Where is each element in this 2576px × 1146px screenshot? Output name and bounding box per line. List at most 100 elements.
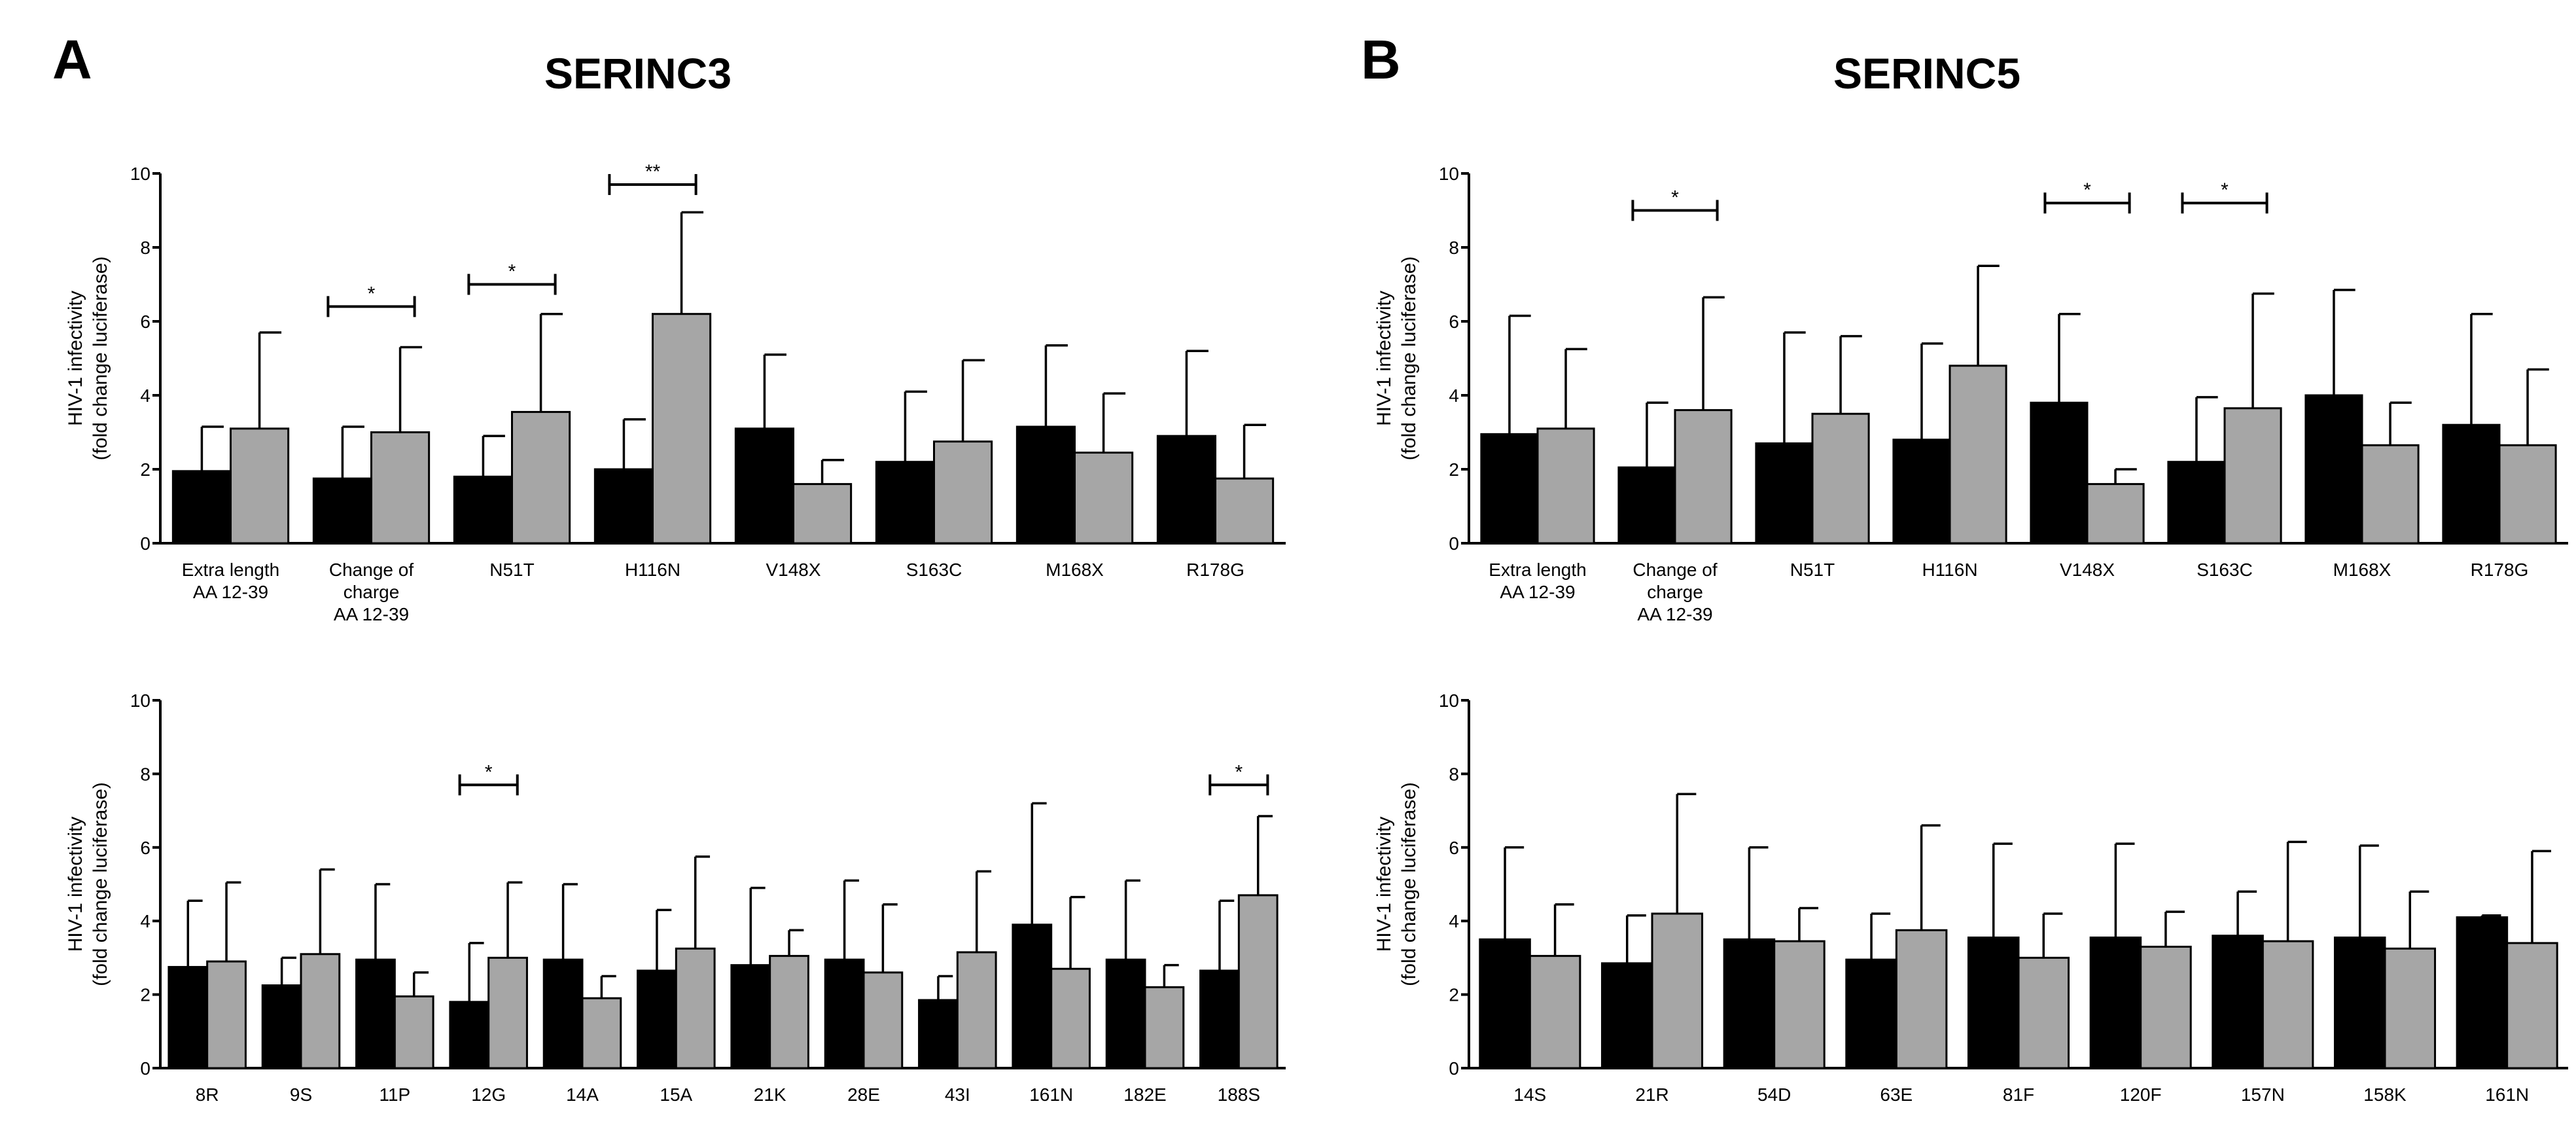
x-tick-label: charge [344,582,400,602]
bar-series-2 [1237,894,1279,1069]
bar-series-2 [2140,946,2192,1069]
bar-series-2 [2223,407,2282,545]
x-tick-label: 161N [2485,1084,2529,1105]
bar-series-2 [511,410,571,545]
x-tick-label: V148X [766,560,820,580]
y-axis-label: HIV-1 infectivity [1373,291,1395,426]
y-tick-label: 2 [1449,459,1459,480]
y-tick-label: 10 [130,164,150,184]
bar-series-2 [581,997,622,1069]
x-tick-label: 21K [754,1084,786,1105]
bar-series-1 [168,965,209,1069]
x-tick-label: 8R [196,1084,219,1105]
y-tick-label: 10 [1439,164,1459,184]
bar-series-1 [875,461,935,545]
y-tick-label: 2 [1449,985,1459,1005]
y-axis-label: HIV-1 infectivity [65,291,86,426]
x-tick-label: S163C [906,560,962,580]
bar-series-2 [2086,483,2145,545]
bar-series-2 [206,960,247,1069]
significance-label: * [368,283,376,304]
x-tick-label: 161N [1029,1084,1073,1105]
bar-series-1 [734,427,794,545]
bar-series-2 [393,995,434,1069]
significance-label: * [2221,179,2229,201]
x-tick-label: Extra length [182,560,279,580]
bar-series-1 [1479,938,1531,1069]
y-axis-label: (fold change luciferase) [1398,782,1420,986]
significance-label: ** [645,161,661,183]
bar-series-2 [2384,947,2437,1069]
y-tick-label: 2 [140,459,150,480]
bar-series-1 [453,475,513,545]
x-tick-label: 43I [945,1084,970,1105]
bar-series-1 [542,958,584,1069]
significance-label: * [485,761,493,783]
bar-series-2 [1528,955,1581,1069]
x-tick-label: Extra length [1489,560,1586,580]
chart-a-bottom: 0 2 4 6 8 10 HIV-1 infectivity (fold change luc… [65,690,1286,1105]
x-tick-label: AA 12-39 [193,582,268,602]
bar-series-2 [1214,477,1275,545]
bar-series-2 [370,431,431,545]
bar-series-1 [355,958,396,1069]
y-tick-label: 0 [1449,533,1459,554]
y-axis-label: (fold change luciferase) [90,257,111,461]
y-tick-label: 0 [1449,1058,1459,1079]
x-tick-label: S163C [2197,560,2253,580]
x-tick-label: 28E [847,1084,880,1105]
bar-series-2 [1773,940,1826,1069]
x-tick-label: Change of [329,560,414,580]
bar-series-1 [1892,439,1951,545]
bar-series-1 [1015,425,1076,545]
y-tick-label: 8 [1449,764,1459,784]
bar-series-2 [1949,365,2007,545]
bar-series-1 [2212,935,2264,1069]
bar-series-2 [675,947,716,1069]
x-tick-label: 11P [379,1084,410,1105]
x-tick-label: H116N [625,560,680,580]
bar-series-1 [1723,938,1776,1069]
bar-series-1 [593,468,654,545]
bar-series-2 [862,971,904,1069]
x-tick-label: 15A [660,1084,692,1105]
x-tick-label: 81F [2003,1084,2034,1105]
bar-series-2 [2261,940,2314,1069]
y-tick-label: 6 [140,312,150,332]
bar-series-1 [2333,936,2386,1069]
bar-series-1 [2456,916,2509,1069]
bar-series-1 [730,964,771,1069]
bar-series-1 [1156,435,1216,545]
bar-series-2 [1050,967,1091,1069]
x-tick-label: 157N [2241,1084,2285,1105]
x-tick-label: 158K [2363,1084,2407,1105]
bar-series-2 [1144,986,1185,1069]
x-tick-label: R178G [2471,560,2529,580]
bar-series-2 [1811,412,1870,545]
x-tick-label: AA 12-39 [1637,604,1712,624]
bar-series-1 [1755,442,1814,545]
y-tick-label: 0 [140,1058,150,1079]
y-axis-label: HIV-1 infectivity [1373,817,1395,952]
bar-series-2 [956,951,997,1069]
bar-series-1 [1199,969,1240,1069]
x-tick-label: 9S [290,1084,312,1105]
bar-series-1 [1480,433,1539,545]
x-tick-label: 14A [566,1084,599,1105]
bar-series-2 [1674,409,1733,545]
significance-label: * [508,261,516,283]
bar-series-2 [487,956,528,1069]
x-tick-label: V148X [2060,560,2115,580]
x-tick-label: Change of [1632,560,1717,580]
significance-label: * [1671,187,1679,209]
x-tick-label: M168X [2333,560,2391,580]
bar-series-1 [1617,466,1676,545]
bar-series-1 [312,477,373,545]
bar-series-1 [1845,958,1897,1069]
y-tick-label: 4 [1449,385,1459,406]
x-tick-label: N51T [1790,560,1835,580]
y-tick-label: 4 [1449,911,1459,931]
y-tick-label: 2 [140,985,150,1005]
bar-series-1 [2167,461,2226,545]
